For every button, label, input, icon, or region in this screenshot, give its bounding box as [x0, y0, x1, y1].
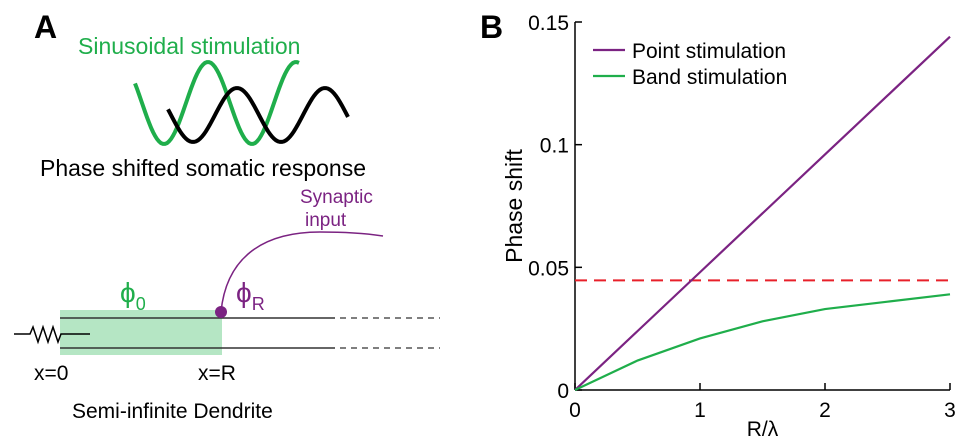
series-line: [574, 293, 951, 391]
synapse-label: Synaptic: [300, 187, 373, 208]
y-axis-label: Phase shift: [501, 149, 527, 263]
series-line: [574, 35, 951, 391]
phi-r: ϕR: [236, 277, 265, 314]
caption: Semi-infinite Dendrite: [72, 400, 273, 423]
x-tick-label: 3: [944, 399, 956, 422]
x-tick-label: 1: [694, 399, 706, 422]
x-axis-label: R/λ: [747, 418, 779, 440]
xr-label: x=R: [198, 362, 236, 385]
y-tick-label: 0.1: [540, 135, 569, 158]
x0-label: x=0: [34, 362, 68, 385]
y-tick-label: 0.05: [528, 257, 569, 280]
phi-0: ϕ0: [120, 277, 146, 314]
x-tick-label: 0: [569, 399, 581, 422]
synapse-path: [220, 231, 384, 313]
legend-label: Point stimulation: [632, 40, 786, 63]
panel-label: A: [34, 9, 57, 45]
synapse-label: input: [305, 210, 347, 231]
stimulation-label: Sinusoidal stimulation: [78, 33, 300, 59]
y-tick-label: 0: [557, 380, 569, 403]
legend-label: Band stimulation: [632, 66, 787, 89]
soma-resistor: [14, 324, 90, 345]
panel-label: B: [480, 9, 503, 45]
stimulus-wave: [133, 60, 300, 146]
y-tick-label: 0.15: [528, 12, 569, 35]
response-label: Phase shifted somatic response: [40, 155, 366, 181]
chart: 0 0.05 0.1 0.15 0 1 2 3 R/λ Phase shift Point stim…: [501, 12, 956, 440]
response-wave: [166, 86, 350, 144]
x-tick-label: 2: [819, 399, 831, 422]
synapse-dot: [215, 306, 227, 318]
